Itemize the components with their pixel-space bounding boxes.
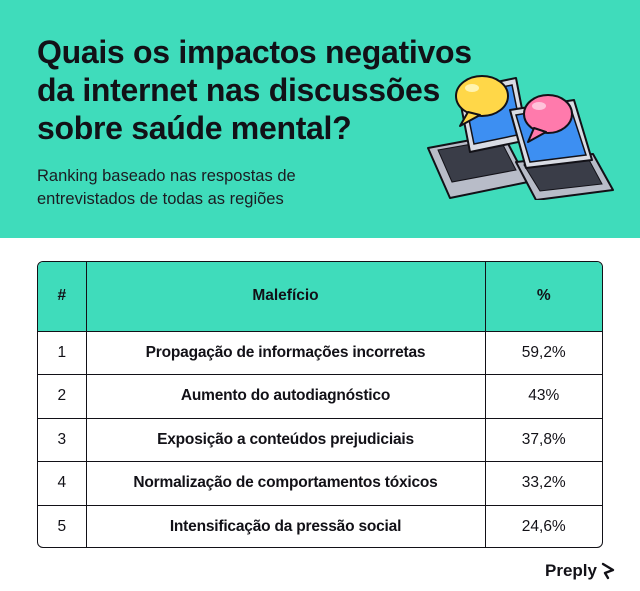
- rank-cell: 1: [38, 330, 87, 375]
- rank-cell: 5: [38, 504, 87, 547]
- percent-cell: 37,8%: [484, 417, 602, 462]
- speech-bubble-icon: [455, 75, 509, 127]
- table-row: 4 Normalização de comportamentos tóxicos…: [38, 461, 602, 506]
- table-row: 2 Aumento do autodiagnóstico 43%: [38, 374, 602, 419]
- laptop-icon: [509, 99, 614, 200]
- header-banner: Quais os impactos negativos da internet …: [0, 0, 640, 238]
- brand-logo: Preply: [545, 561, 616, 581]
- percent-cell: 33,2%: [484, 461, 602, 506]
- percent-cell: 24,6%: [484, 504, 602, 547]
- table-header-row: # Malefício %: [38, 262, 602, 332]
- rank-cell: 2: [38, 374, 87, 419]
- column-header-rank: #: [38, 262, 87, 332]
- preply-logo-icon: [601, 562, 615, 580]
- table-row: 5 Intensificação da pressão social 24,6%: [38, 504, 602, 547]
- rank-cell: 4: [38, 461, 87, 506]
- name-cell: Aumento do autodiagnóstico: [85, 374, 486, 419]
- page-title: Quais os impactos negativos da internet …: [37, 34, 472, 146]
- page-subtitle: Ranking baseado nas respostas de entrevi…: [37, 167, 296, 208]
- name-cell: Intensificação da pressão social: [85, 504, 486, 547]
- name-cell: Normalização de comportamentos tóxicos: [85, 461, 486, 506]
- column-header-name: Malefício: [85, 262, 486, 332]
- laptops-chat-illustration: [427, 75, 614, 200]
- ranking-table: # Malefício % 1 Propagação de informaçõe…: [37, 261, 603, 548]
- percent-cell: 59,2%: [484, 330, 602, 375]
- table-row: 3 Exposição a conteúdos prejudiciais 37,…: [38, 417, 602, 462]
- name-cell: Propagação de informações incorretas: [85, 330, 486, 375]
- name-cell: Exposição a conteúdos prejudiciais: [85, 417, 486, 462]
- speech-bubble-icon: [523, 94, 573, 143]
- column-header-percent: %: [484, 262, 602, 332]
- brand-name: Preply: [545, 561, 597, 580]
- percent-cell: 43%: [484, 374, 602, 419]
- table-row: 1 Propagação de informações incorretas 5…: [38, 330, 602, 375]
- rank-cell: 3: [38, 417, 87, 462]
